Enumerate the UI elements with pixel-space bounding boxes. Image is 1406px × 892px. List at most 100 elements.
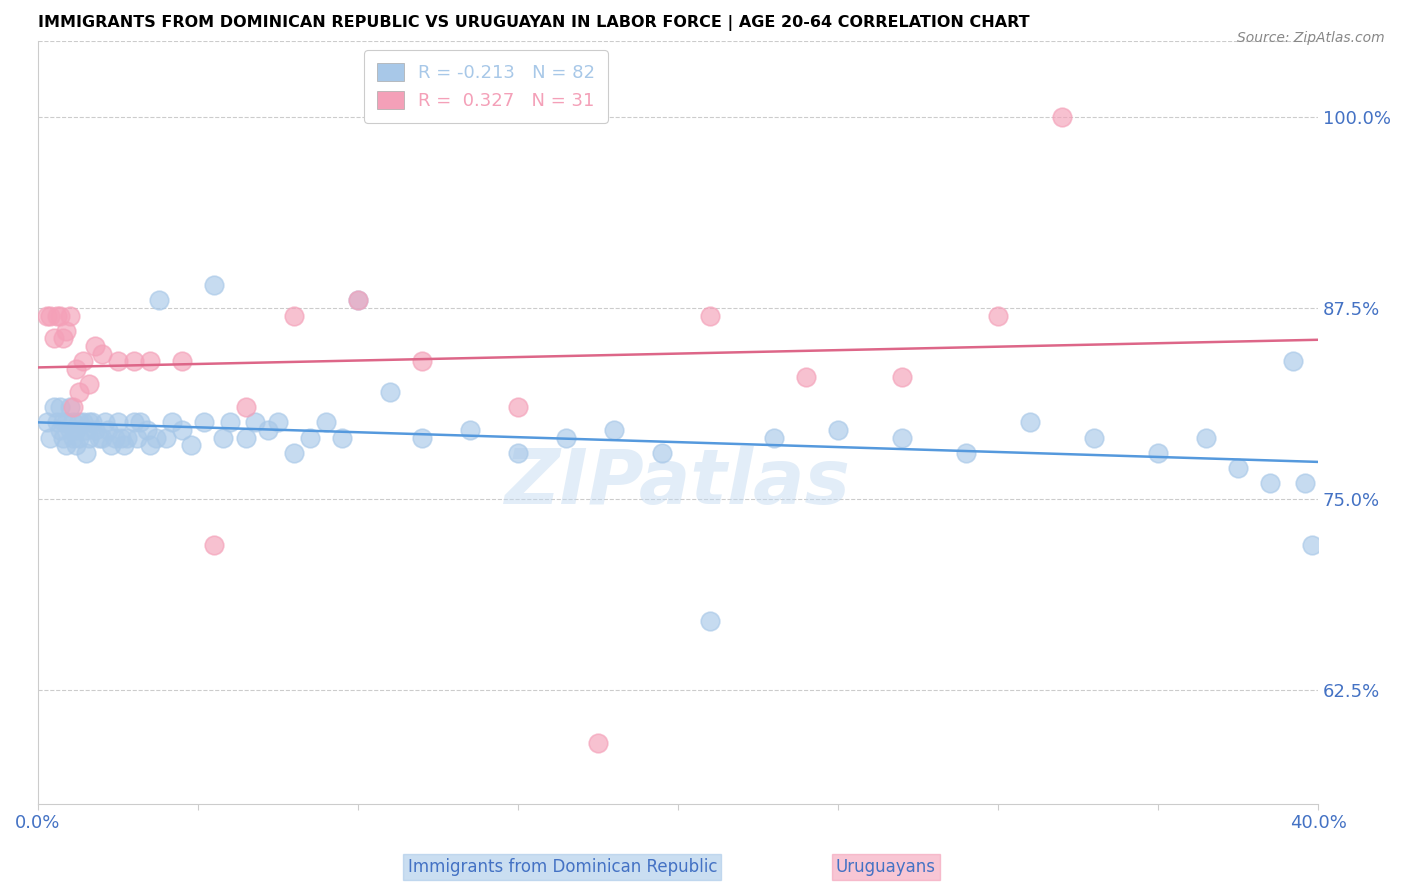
Point (160, 416, 183, 430)
Point (103, 431, 125, 445)
Point (170, 354, 193, 368)
Point (193, 416, 215, 430)
Point (77, 377, 100, 392)
Point (267, 416, 290, 430)
Point (138, 354, 160, 368)
Point (94, 416, 117, 430)
Point (100, 438, 122, 452)
Point (1281, 354, 1303, 368)
Point (97, 423, 120, 437)
Point (107, 416, 129, 430)
Point (55, 438, 77, 452)
Point (987, 309, 1010, 323)
Point (603, 423, 626, 437)
Point (72, 416, 94, 430)
Point (49, 423, 72, 437)
Text: Uruguayans: Uruguayans (835, 858, 936, 876)
Legend: R = -0.213   N = 82, R =  0.327   N = 31: R = -0.213 N = 82, R = 0.327 N = 31 (364, 50, 607, 123)
Text: Source: ZipAtlas.com: Source: ZipAtlas.com (1237, 31, 1385, 45)
Point (1147, 446, 1170, 460)
Point (955, 446, 977, 460)
Point (59, 423, 82, 437)
Text: Immigrants from Dominican Republic: Immigrants from Dominican Republic (408, 858, 717, 876)
Point (52, 416, 75, 430)
Point (65, 438, 87, 452)
Point (245, 416, 267, 430)
Point (1294, 476, 1316, 491)
Point (65, 423, 87, 437)
Point (75, 446, 97, 460)
Point (55, 324, 77, 338)
Point (506, 446, 529, 460)
Point (77, 431, 100, 445)
Point (72, 354, 94, 368)
Point (49, 400, 72, 414)
Point (52, 431, 75, 445)
Text: ZIPatlas: ZIPatlas (505, 447, 851, 521)
Point (77, 416, 100, 430)
Point (52, 331, 75, 345)
Point (42, 400, 65, 414)
Point (235, 431, 257, 445)
Point (827, 423, 849, 437)
Point (145, 431, 167, 445)
Point (135, 423, 157, 437)
Point (37, 416, 59, 430)
Point (110, 431, 132, 445)
Point (235, 400, 257, 414)
Point (1083, 431, 1105, 445)
Point (346, 293, 368, 308)
Point (554, 431, 576, 445)
Point (65, 362, 87, 376)
Point (1301, 537, 1323, 551)
Point (891, 431, 914, 445)
Point (87, 431, 110, 445)
Point (180, 438, 202, 452)
Point (699, 309, 721, 323)
Point (75, 423, 97, 437)
Point (62, 400, 84, 414)
Point (90, 431, 112, 445)
Point (1050, 110, 1073, 124)
Point (458, 423, 481, 437)
Point (283, 309, 305, 323)
Point (651, 446, 673, 460)
Point (42, 331, 65, 345)
Point (212, 431, 235, 445)
Point (1258, 476, 1281, 491)
Point (411, 354, 433, 368)
Text: IMMIGRANTS FROM DOMINICAN REPUBLIC VS URUGUAYAN IN LABOR FORCE | AGE 20-64 CORRE: IMMIGRANTS FROM DOMINICAN REPUBLIC VS UR… (38, 15, 1029, 31)
Point (45, 416, 67, 430)
Point (218, 416, 240, 430)
Point (49, 309, 72, 323)
Point (506, 400, 529, 414)
Point (257, 423, 280, 437)
Point (155, 431, 177, 445)
Point (67, 416, 90, 430)
Point (67, 431, 90, 445)
Point (298, 431, 321, 445)
Point (39, 309, 62, 323)
Point (59, 309, 82, 323)
Point (330, 431, 353, 445)
Point (794, 369, 817, 384)
Point (891, 369, 914, 384)
Point (122, 354, 145, 368)
Point (84, 423, 107, 437)
Point (90, 347, 112, 361)
Point (59, 400, 82, 414)
Point (346, 293, 368, 308)
Point (138, 438, 160, 452)
Point (82, 416, 104, 430)
Point (117, 431, 139, 445)
Point (699, 614, 721, 628)
Point (283, 446, 305, 460)
Point (62, 431, 84, 445)
Point (1195, 431, 1218, 445)
Point (202, 278, 225, 293)
Point (125, 431, 148, 445)
Point (45, 309, 67, 323)
Point (67, 384, 90, 399)
Point (148, 293, 170, 308)
Point (129, 416, 152, 430)
